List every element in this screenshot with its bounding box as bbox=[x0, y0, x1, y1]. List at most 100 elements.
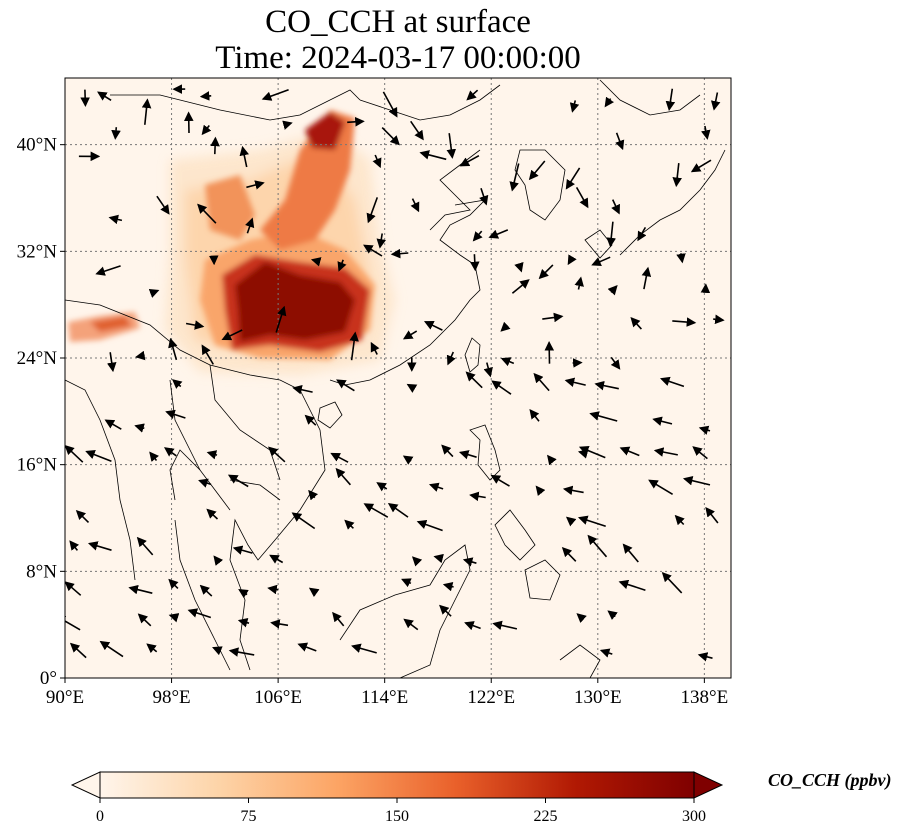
wind-arrow bbox=[201, 344, 214, 365]
wind-arrow bbox=[547, 454, 557, 466]
wind-arrow bbox=[95, 265, 121, 276]
wind-arrow bbox=[419, 150, 447, 161]
wind-arrow bbox=[291, 512, 316, 530]
colorbar-tick-label: 150 bbox=[385, 808, 409, 825]
wind-arrow bbox=[261, 88, 289, 101]
wind-arrow bbox=[297, 642, 317, 652]
wind-arrow bbox=[245, 217, 255, 234]
colorbar-extend-left bbox=[70, 771, 101, 799]
wind-arrow bbox=[106, 352, 117, 373]
wind-arrow bbox=[428, 482, 444, 492]
wind-arrow bbox=[137, 613, 152, 627]
wind-arrow bbox=[619, 446, 640, 457]
concentration-field bbox=[68, 110, 395, 375]
lon-tick-label: 106°E bbox=[254, 687, 302, 708]
wind-arrow bbox=[402, 330, 418, 340]
longitude-tick-labels: 90°E 98°E 106°E 114°E 122°E 130°E 138°E bbox=[46, 678, 728, 708]
wind-arrow bbox=[134, 423, 145, 433]
wind-arrow bbox=[514, 261, 524, 273]
wind-arrow bbox=[416, 519, 443, 532]
new-guinea-west bbox=[559, 644, 601, 678]
wind-arrow bbox=[622, 543, 639, 563]
wind-arrow bbox=[108, 214, 123, 225]
wind-arrow bbox=[146, 643, 158, 654]
wind-arrow bbox=[168, 578, 179, 589]
wind-arrow bbox=[575, 187, 589, 209]
lon-tick-label: 114°E bbox=[361, 687, 408, 708]
wind-arrow bbox=[366, 197, 379, 224]
wind-arrow bbox=[227, 474, 249, 488]
wind-arrow bbox=[535, 485, 546, 497]
wind-arrow bbox=[665, 88, 676, 111]
title-line-1: CO_CCH at surface bbox=[265, 4, 531, 40]
map-frame bbox=[64, 77, 732, 679]
wind-arrow bbox=[606, 221, 616, 248]
wind-arrow bbox=[128, 584, 153, 595]
wind-arrow bbox=[659, 376, 685, 388]
wind-arrow bbox=[239, 145, 249, 168]
wind-arrow bbox=[99, 640, 124, 658]
lat-tick-label: 16°N bbox=[17, 455, 58, 476]
wind-arrow bbox=[682, 475, 711, 486]
lat-tick-label: 40°N bbox=[17, 135, 58, 156]
gulf-thailand bbox=[169, 449, 231, 511]
wind-arrow bbox=[156, 195, 170, 215]
wind-arrow bbox=[528, 160, 546, 181]
wind-arrow bbox=[441, 444, 454, 458]
wind-arrow bbox=[587, 534, 608, 558]
wind-arrow bbox=[538, 264, 554, 280]
wind-arrow bbox=[349, 331, 359, 361]
wind-arrow bbox=[529, 409, 540, 422]
wind-arrow bbox=[69, 540, 80, 551]
wind-arrow bbox=[165, 409, 186, 419]
colorbar-tick-label: 0 bbox=[96, 808, 104, 825]
wind-arrow bbox=[698, 425, 711, 435]
wind-arrow bbox=[509, 163, 520, 192]
hainan bbox=[317, 401, 343, 429]
wind-arrow bbox=[168, 613, 180, 623]
wind-arrow bbox=[672, 163, 682, 188]
wind-arrow bbox=[564, 377, 586, 388]
lat-tick-label: 32°N bbox=[17, 241, 58, 262]
wind-arrow bbox=[446, 351, 456, 366]
wind-arrow bbox=[376, 482, 388, 492]
colorbar: 0 75 150 225 300 bbox=[70, 771, 724, 825]
lon-tick-label: 90°E bbox=[46, 687, 84, 708]
border-china-south bbox=[65, 299, 301, 391]
wind-arrow bbox=[562, 485, 584, 496]
wind-arrow bbox=[574, 276, 584, 290]
wind-arrow bbox=[149, 451, 159, 462]
wind-arrow bbox=[446, 133, 457, 159]
wind-arrow bbox=[402, 455, 414, 465]
wind-arrow bbox=[65, 615, 81, 631]
wind-arrow bbox=[221, 329, 243, 341]
lon-tick-label: 122°E bbox=[467, 687, 515, 708]
wind-arrow bbox=[65, 581, 82, 596]
wind-arrow bbox=[589, 411, 618, 422]
wind-arrow bbox=[607, 285, 618, 296]
wind-arrow bbox=[282, 120, 293, 130]
wind-arrow bbox=[85, 450, 112, 462]
wind-arrow bbox=[710, 92, 721, 111]
wind-arrow bbox=[275, 305, 287, 333]
wind-arrow bbox=[533, 372, 550, 392]
wind-arrow bbox=[411, 556, 423, 567]
wind-arrow bbox=[97, 91, 112, 101]
wind-arrow bbox=[472, 230, 483, 242]
russia-border bbox=[599, 79, 701, 116]
wind-arrow bbox=[332, 611, 345, 627]
wind-arrow bbox=[701, 125, 711, 140]
wind-arrow bbox=[615, 132, 625, 151]
lon-tick-label: 98°E bbox=[152, 687, 190, 708]
wind-arrow bbox=[363, 244, 383, 257]
wind-arrow bbox=[148, 288, 160, 298]
wind-arrow bbox=[705, 506, 719, 524]
wind-arrow bbox=[351, 643, 377, 654]
borneo bbox=[339, 544, 471, 678]
border-laos bbox=[209, 364, 281, 481]
wind-arrow bbox=[237, 618, 250, 628]
wind-arrow bbox=[201, 124, 212, 136]
wind-arrow bbox=[661, 571, 683, 594]
plume-west-patch-core bbox=[90, 316, 132, 332]
